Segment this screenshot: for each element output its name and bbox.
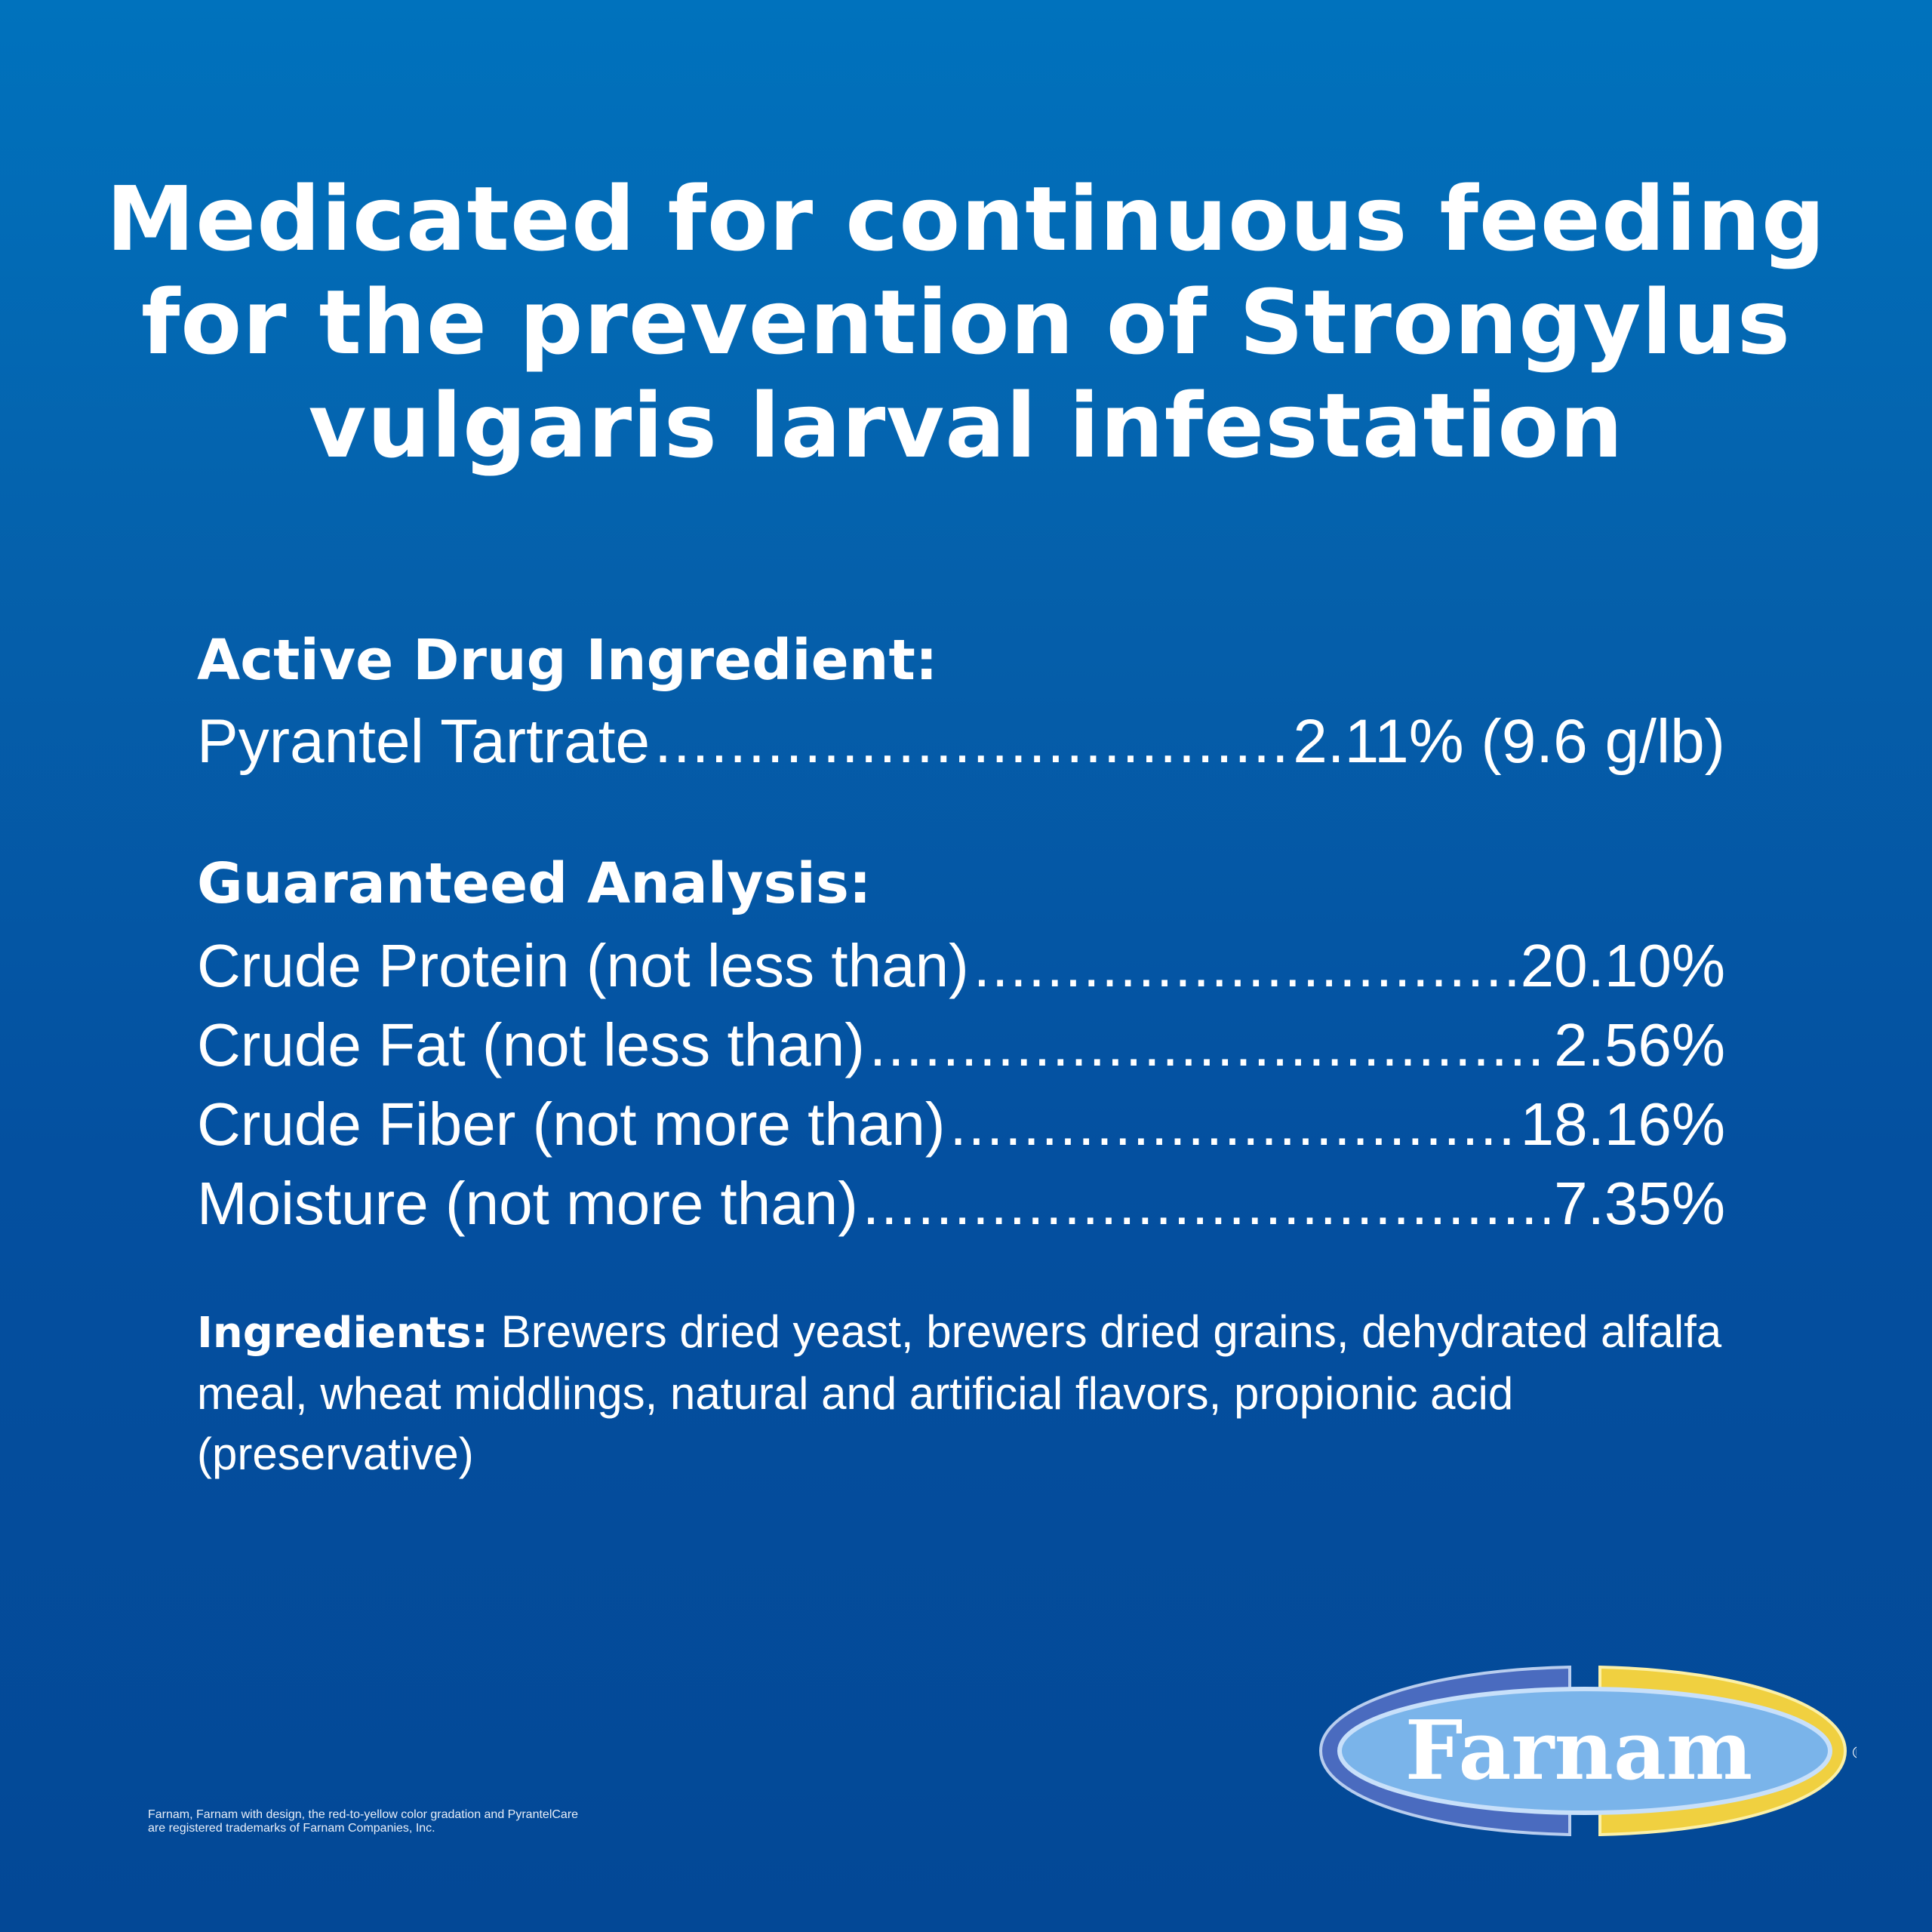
analysis-row: Moisture (not more than) 7.35% bbox=[197, 1169, 1725, 1248]
analysis-heading: Guaranteed Analysis: bbox=[197, 851, 872, 916]
row-label: Crude Fat (not less than) bbox=[197, 1011, 865, 1078]
footer-line: Farnam, Farnam with design, the red-to-y… bbox=[148, 1808, 579, 1821]
trademark-footer: Farnam, Farnam with design, the red-to-y… bbox=[148, 1808, 578, 1835]
row-value: 2.11% (9.6 g/lb) bbox=[1293, 707, 1725, 776]
analysis-section: Guaranteed Analysis: Crude Protein (not … bbox=[197, 851, 1725, 1248]
dot-leader bbox=[869, 1011, 1549, 1080]
registered-mark: ® bbox=[1850, 1744, 1857, 1763]
logo-text: Farnam bbox=[1405, 1703, 1752, 1798]
dot-leader bbox=[863, 1169, 1549, 1238]
row-label: Crude Fiber (not more than) bbox=[197, 1091, 946, 1158]
analysis-row: Crude Protein (not less than) 20.10% bbox=[197, 931, 1725, 1011]
row-value: 20.10% bbox=[1520, 932, 1725, 999]
active-ingredient-section: Active Drug Ingredient: Pyrantel Tartrat… bbox=[197, 628, 1725, 786]
active-row: Pyrantel Tartrate 2.11% (9.6 g/lb) bbox=[197, 706, 1725, 786]
row-value: 2.56% bbox=[1554, 1011, 1725, 1078]
row-value: 18.16% bbox=[1520, 1091, 1725, 1158]
headline-line: for the prevention of Strongylus bbox=[140, 270, 1792, 374]
footer-line: are registered trademarks of Farnam Comp… bbox=[148, 1822, 435, 1835]
farnam-logo: Farnam ® bbox=[1318, 1665, 1857, 1837]
row-label: Crude Protein (not less than) bbox=[197, 932, 969, 999]
ingredients-text: Brewers dried yeast, brewers dried grain… bbox=[197, 1306, 1722, 1479]
row-value: 7.35% bbox=[1554, 1170, 1725, 1237]
row-label: Moisture (not more than) bbox=[197, 1170, 858, 1237]
ingredients-paragraph: Ingredients: Brewers dried yeast, brewer… bbox=[197, 1302, 1725, 1484]
analysis-row: Crude Fat (not less than) 2.56% bbox=[197, 1011, 1725, 1090]
ingredients-label: Ingredients: bbox=[197, 1309, 489, 1358]
analysis-row: Crude Fiber (not more than) 18.16% bbox=[197, 1090, 1725, 1169]
dot-leader bbox=[950, 1090, 1516, 1159]
active-heading: Active Drug Ingredient: bbox=[197, 628, 938, 693]
dot-leader bbox=[654, 706, 1288, 777]
headline-line: vulgaris larval infestation bbox=[308, 374, 1624, 478]
headline-line: Medicated for continuous feeding bbox=[106, 167, 1826, 271]
headline: Medicated for continuous feeding for the… bbox=[0, 168, 1932, 478]
row-label: Pyrantel Tartrate bbox=[197, 707, 651, 776]
dot-leader bbox=[974, 931, 1516, 1001]
